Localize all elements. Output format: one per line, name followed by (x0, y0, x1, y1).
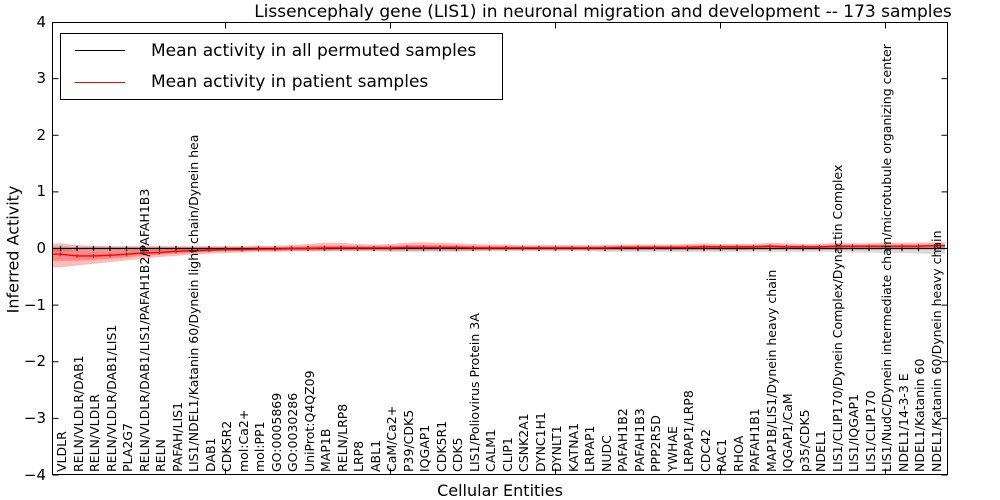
y-tick-label: 2 (36, 125, 46, 144)
y-tick-label: 4 (36, 12, 46, 31)
patient-mean-line (52, 245, 945, 257)
x-tick-label: mol:Ca2+ (235, 409, 251, 472)
y-tick-label: 1 (36, 182, 46, 201)
x-tick-label: PLA2G7 (120, 423, 135, 472)
x-tick-label: CaM/Ca2+ (384, 405, 399, 472)
legend: Mean activity in all permuted samples Me… (60, 33, 503, 100)
x-tick-label: PAFAH1B3 (631, 408, 647, 472)
x-tick-label: LIS1/NDEL1/Katanin 60/Dynein light chain… (186, 134, 201, 472)
x-tick-label: LRPAP1 (582, 425, 597, 472)
x-tick-label: GO:0030286 (285, 392, 300, 472)
x-tick-label: RELN (153, 439, 168, 472)
x-tick-label: LIS1/CLIP170/Dynein Complex/Dynactin Com… (829, 164, 845, 472)
x-tick-label: IQGAP1/CaM (780, 393, 795, 472)
x-tick-label: DAB1 (202, 437, 218, 473)
legend-label-permuted: Mean activity in all permuted samples (151, 40, 477, 61)
x-tick-label: RELN/VLDLR (87, 394, 102, 472)
x-tick-label: MAP1B/LIS1/Dynein heavy chain (763, 269, 779, 472)
legend-label-patient: Mean activity in patient samples (151, 72, 429, 93)
x-tick-label: RAC1 (714, 438, 729, 472)
x-tick-label: PPP2R5D (648, 415, 663, 472)
x-tick-label: P39/CDK5 (400, 409, 416, 472)
chart-title: Lissencephaly gene (LIS1) in neuronal mi… (254, 2, 952, 22)
x-tick-label: LIS1/NudC/Dynein intermediate chain/micr… (879, 44, 894, 472)
legend-item-permuted: Mean activity in all permuted samples (61, 36, 502, 65)
x-tick-label: NDEL1 (813, 430, 828, 472)
y-tick-label: 3 (36, 69, 46, 88)
x-tick-label: CSNK2A1 (516, 413, 531, 472)
x-tick-label: PAFAH/LIS1 (169, 401, 185, 472)
x-tick-label: LIS1/Poliovirus Protein 3A (466, 313, 482, 472)
x-tick-label: mol:PP1 (252, 421, 267, 472)
x-tick-label: RELN/VLDLR/DAB1/LIS1 (103, 324, 119, 472)
x-tick-label: RELN/VLDLR/DAB1 (70, 355, 86, 472)
x-tick-label: KATNA1 (565, 422, 581, 472)
x-tick-label: UniProt:Q4QZ09 (301, 370, 317, 472)
x-tick-label: LIS1/CLIP170 (862, 390, 878, 472)
x-tick-label: VLDLR (54, 431, 69, 472)
axis-ticks (52, 22, 948, 476)
x-tick-label: GO:0005869 (268, 392, 284, 472)
x-tick-label: YWHAE (664, 426, 680, 472)
x-tick-label: LRP8 (351, 440, 366, 472)
permuted-line-sample (75, 50, 125, 52)
x-tick-label: IQGAP1 (417, 424, 432, 472)
patient-mean-markers (59, 243, 936, 258)
legend-item-patient: Mean activity in patient samples (61, 68, 502, 97)
x-tick-label: CDC42 (697, 429, 713, 472)
x-tick-label: MAP1B (318, 428, 333, 472)
patient-line-sample (75, 81, 125, 83)
x-tick-label: PAFAH1B2 (615, 408, 630, 472)
x-tick-label: NDEL1/Katanin 60/Dynein heavy chain (928, 230, 944, 472)
y-tick-label: −1 (23, 295, 46, 314)
x-tick-label: CALM1 (483, 429, 498, 472)
x-tick-label: DYNLT1 (549, 425, 564, 472)
x-tick-label: RELN/VLDLR/DAB1/LIS1/PAFAH1B2/PAFAH1B3 (136, 188, 152, 472)
x-tick-label: PAFAH1B1 (747, 408, 762, 472)
x-tick-label: CDK5 (450, 437, 465, 472)
y-tick-label: 0 (36, 239, 46, 257)
x-tick-label: p35/CDK5 (796, 409, 812, 472)
x-tick-label: ABL1 (367, 439, 383, 472)
y-tick-label: −4 (23, 465, 46, 484)
x-tick-label: DYNC1H1 (532, 412, 548, 472)
plot-frame (52, 22, 948, 475)
x-tick-label: CDK5R1 (433, 420, 449, 472)
x-tick-label: CDK5R2 (219, 420, 234, 472)
x-axis-label: Cellular Entities (437, 481, 563, 500)
x-tick-label: CLIP1 (499, 437, 515, 472)
x-tick-label: RHOA (730, 435, 746, 472)
plot-area (52, 22, 948, 476)
x-tick-label: NUDC (598, 435, 614, 472)
x-tick-label: LRPAP1/LRP8 (681, 390, 696, 472)
x-tick-label: NDEL1/14-3-3 E (895, 373, 911, 472)
x-tick-label: NDEL1/Katanin 60 (912, 358, 927, 472)
x-tick-label: RELN/LRP8 (334, 403, 350, 472)
y-tick-label: −2 (23, 352, 46, 371)
y-tick-label: −3 (23, 408, 46, 427)
x-tick-label: LIS1/IQGAP1 (846, 393, 861, 472)
